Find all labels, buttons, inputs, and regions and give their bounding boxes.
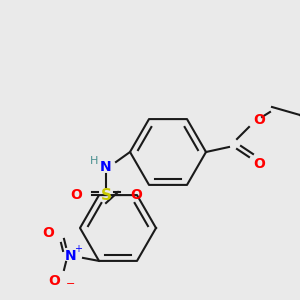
Text: −: − (66, 279, 76, 289)
Text: O: O (70, 188, 82, 202)
Text: O: O (253, 113, 265, 127)
Text: O: O (42, 226, 54, 240)
Text: O: O (253, 157, 265, 171)
Text: H: H (90, 156, 98, 166)
Text: O: O (48, 274, 60, 288)
Text: S: S (100, 188, 112, 202)
Text: N: N (100, 160, 112, 174)
Text: +: + (74, 244, 82, 254)
Text: O: O (130, 188, 142, 202)
Text: N: N (65, 249, 77, 263)
